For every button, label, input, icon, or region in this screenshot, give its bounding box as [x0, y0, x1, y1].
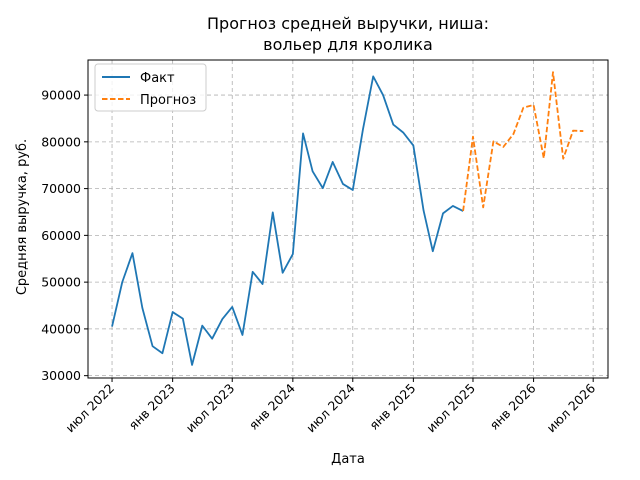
chart-title-line-2: вольер для кролика	[263, 35, 433, 54]
x-axis-label: Дата	[331, 452, 365, 467]
x-tick-label: янв 2025	[366, 381, 418, 433]
x-tick-label: июл 2026	[544, 380, 599, 435]
legend: Факт Прогноз	[94, 63, 207, 112]
x-tick-label: янв 2026	[486, 380, 538, 432]
chart-title-line-1: Прогноз средней выручки, ниша:	[207, 14, 489, 33]
series-line-forecast	[462, 71, 584, 212]
series-line-fact	[111, 75, 464, 366]
legend-label-fact: Факт	[140, 71, 175, 86]
y-tick-label: 50000	[41, 275, 81, 290]
y-tick-label: 80000	[41, 134, 81, 149]
x-tick-label: июл 2025	[423, 381, 478, 436]
x-tick-label: янв 2023	[126, 381, 178, 433]
y-tick-label: 90000	[41, 88, 81, 103]
y-axis-label: Средняя выручка, руб.	[15, 139, 30, 295]
legend-label-forecast: Прогноз	[140, 93, 196, 108]
y-tick-label: 30000	[41, 368, 81, 383]
x-tick-label: янв 2024	[246, 380, 298, 432]
y-tick-label: 40000	[41, 321, 81, 336]
y-tick-label: 60000	[41, 228, 81, 243]
x-tick-label: июл 2023	[183, 381, 238, 436]
plot-frame	[87, 59, 609, 379]
x-tick-label: июл 2022	[62, 381, 117, 436]
y-tick-label: 70000	[41, 181, 81, 196]
series-layer	[111, 71, 584, 366]
x-tick-label: июл 2024	[303, 380, 358, 435]
axes-ticks: 30000 40000 50000 60000 70000 80000 90000 июл 2…	[41, 88, 598, 436]
